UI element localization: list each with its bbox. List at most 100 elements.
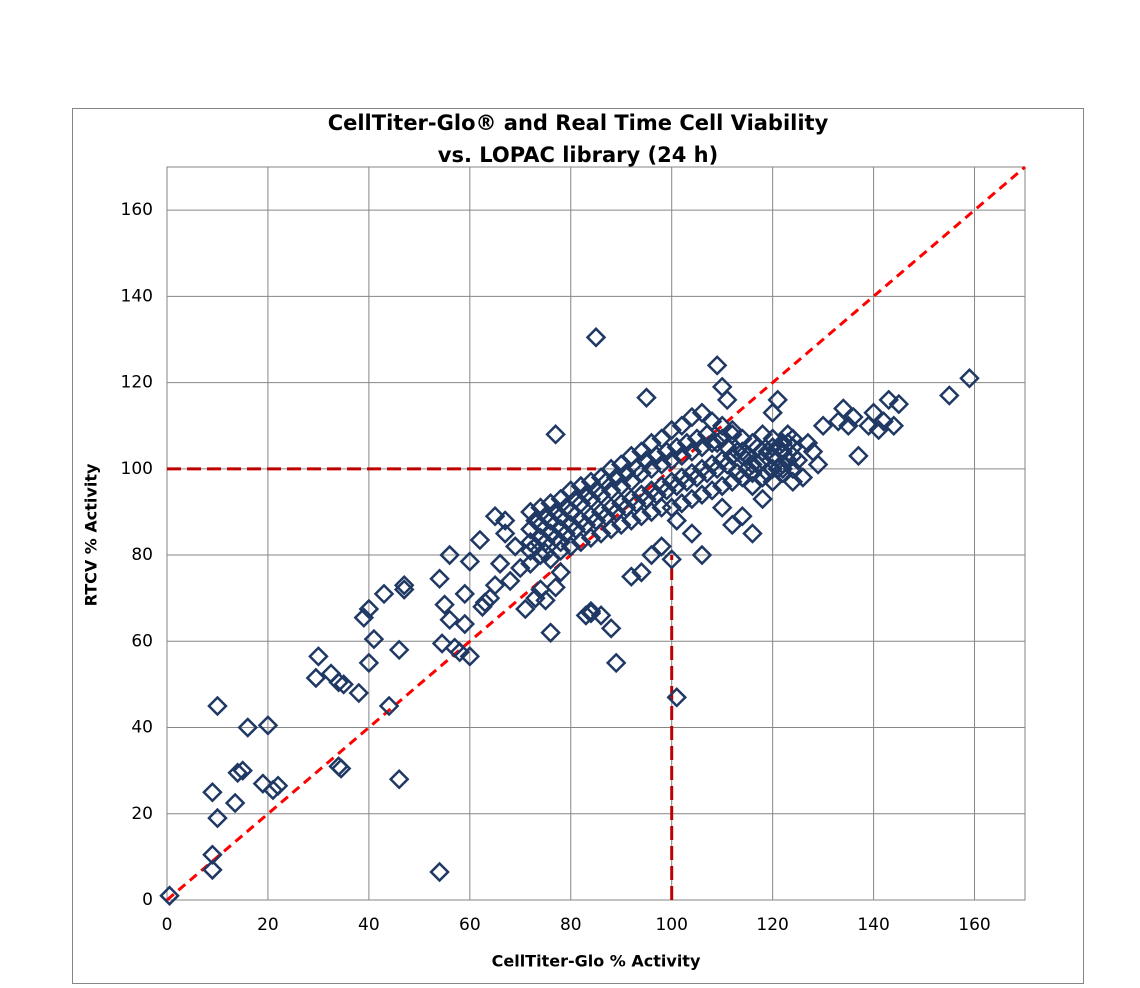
data-point (580, 600, 602, 622)
data-point (545, 501, 566, 523)
x-axis-title: CellTiter-Glo % Activity (492, 952, 701, 971)
data-point (772, 441, 794, 462)
data-point (691, 436, 713, 458)
y-tick-label: 160 (121, 200, 153, 220)
y-axis-title: RTCV % Activity (82, 463, 101, 606)
data-point (159, 885, 180, 906)
data-point (257, 715, 279, 736)
data-point (570, 493, 592, 514)
data-point (610, 475, 632, 497)
data-point (636, 488, 657, 510)
data-point (439, 544, 460, 566)
data-point (661, 549, 682, 570)
data-point (661, 449, 682, 471)
data-point (767, 436, 788, 458)
data-point (686, 428, 708, 449)
data-point (727, 441, 748, 462)
data-point (227, 762, 248, 784)
data-point (732, 505, 753, 527)
data-point (600, 618, 622, 639)
data-point (595, 505, 617, 527)
data-point (348, 682, 370, 704)
data-point (585, 510, 607, 531)
data-point (353, 607, 375, 628)
data-point (575, 514, 597, 536)
data-point (605, 652, 627, 674)
data-point (807, 454, 829, 475)
data-point (224, 792, 246, 814)
data-point (676, 432, 698, 454)
data-point (646, 484, 667, 505)
data-point (535, 505, 556, 527)
data-point (515, 598, 536, 620)
data-point (520, 501, 541, 523)
data-point (691, 484, 713, 505)
data-point (525, 536, 546, 557)
data-point (479, 587, 501, 609)
plot-area (166, 166, 1026, 901)
data-point (621, 566, 642, 587)
data-point (797, 432, 819, 454)
data-point (499, 570, 521, 592)
data-point (520, 540, 541, 562)
data-point (494, 510, 516, 531)
data-point (873, 411, 894, 432)
data-point (757, 462, 778, 484)
data-point (202, 844, 223, 865)
data-point (939, 385, 960, 406)
x-tick-label: 20 (257, 915, 279, 935)
data-point (540, 622, 561, 643)
data-point (363, 628, 385, 650)
data-point (530, 544, 551, 566)
x-tick-label: 80 (560, 915, 582, 935)
y-tick-label: 60 (131, 631, 153, 651)
data-point (716, 389, 738, 411)
data-point (590, 605, 612, 626)
data-point (575, 484, 597, 505)
y-tick-label: 120 (121, 373, 153, 393)
data-point (706, 355, 728, 376)
data-point (252, 773, 274, 794)
data-point (646, 445, 667, 467)
x-tick-label: 40 (358, 915, 380, 935)
data-point (439, 609, 460, 631)
y-tick-label: 140 (121, 286, 153, 306)
data-point (838, 415, 859, 436)
data-point (560, 480, 582, 501)
data-point (681, 406, 703, 428)
data-point (757, 441, 778, 462)
chart-title: vs. LOPAC library (24 h) (438, 143, 718, 167)
data-point (590, 523, 612, 544)
data-point (388, 639, 410, 661)
data-point (489, 553, 511, 574)
data-point (305, 667, 327, 689)
data-point (570, 531, 592, 553)
data-point (267, 775, 289, 797)
data-point (388, 769, 410, 790)
data-point (585, 327, 607, 348)
data-point (504, 536, 526, 557)
y-tick-label: 0 (142, 890, 153, 910)
data-point (565, 488, 587, 510)
data-point (711, 497, 733, 518)
x-tick-label: 140 (857, 915, 889, 935)
reference-line (166, 165, 1026, 902)
data-point (459, 551, 481, 572)
data-point (449, 641, 470, 663)
data-point (525, 510, 546, 531)
data-point (812, 415, 834, 436)
data-point (691, 544, 713, 566)
data-point (858, 415, 879, 436)
data-point (742, 523, 763, 544)
data-point (631, 505, 652, 527)
data-point (207, 695, 228, 717)
data-point (328, 671, 349, 693)
data-point (232, 760, 253, 781)
data-point (641, 458, 662, 480)
data-point (484, 574, 506, 596)
data-point (434, 594, 455, 615)
x-tick-label: 0 (162, 915, 173, 935)
data-point (308, 646, 329, 667)
data-point (671, 445, 693, 467)
